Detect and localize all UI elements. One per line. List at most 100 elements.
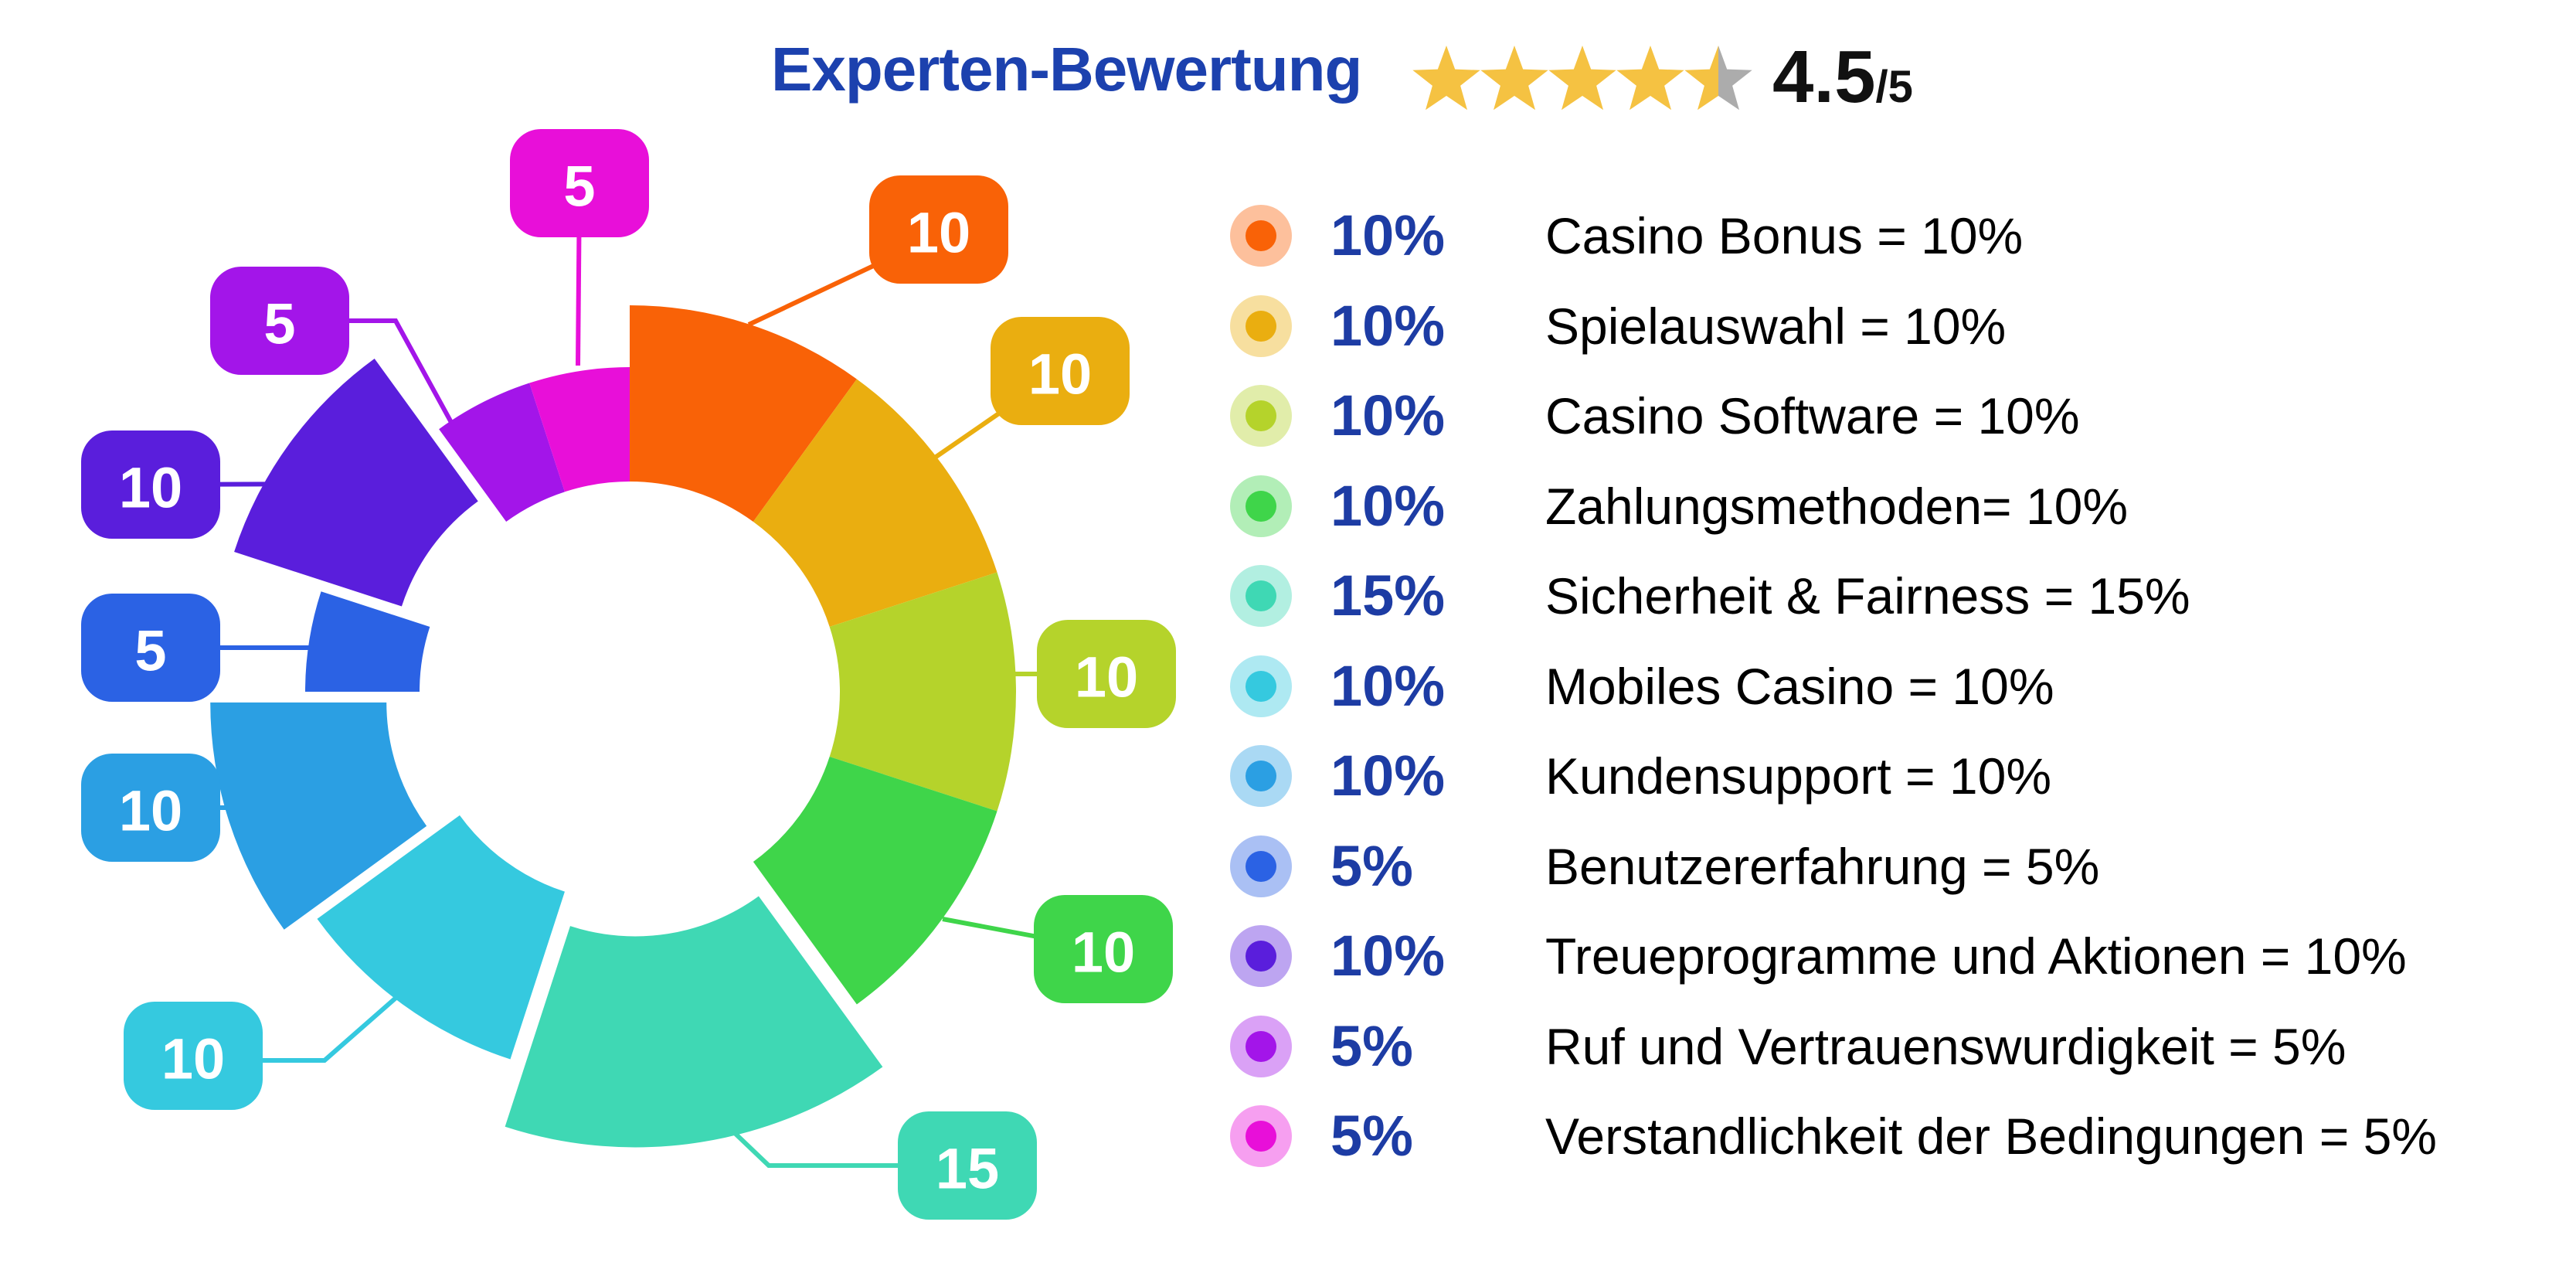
legend-bullet-dot-spielauswahl: [1246, 310, 1276, 342]
segment-treueprogramme-und-aktionen: [234, 359, 478, 607]
legend-bullet-dot-kundensupport: [1246, 761, 1276, 791]
segment-casino-bonus: [630, 305, 857, 522]
segment-casino-software: [829, 572, 1016, 812]
legend-item-spielauswahl: 10% Spielauswahl = 10%: [1230, 294, 2576, 358]
segment-benutzererfahrung: [305, 591, 430, 692]
star-icon-1: [1412, 46, 1480, 111]
rating-score: 4.5/5: [1772, 31, 1913, 124]
legend-bullet-icon-kundensupport: [1230, 745, 1292, 807]
legend-item-casino-software: 10% Casino Software = 10%: [1230, 384, 2576, 448]
callout-value-treueprogramme-und-aktionen: 10: [119, 456, 182, 520]
legend-item-sicherheit-fairness: 15% Sicherheit & Fairness = 15%: [1230, 564, 2576, 628]
legend-item-verstandlichkeit-der-bedingungen: 5% Verstandlichkeit der Bedingungen = 5%: [1230, 1104, 2576, 1168]
callout-mobiles-casino: [124, 1002, 263, 1110]
callout-value-casino-software: 10: [1075, 645, 1138, 710]
callout-value-ruf-und-vertrauenswurdigkeit: 5: [263, 292, 295, 356]
legend-label-mobiles-casino: Mobiles Casino = 10%: [1545, 657, 2054, 715]
callout-value-benutzererfahrung: 5: [134, 619, 166, 683]
legend-bullet-icon-casino-software: [1230, 385, 1292, 447]
callout-value-verstandlichkeit-der-bedingungen: 5: [563, 155, 595, 219]
callout-ruf-und-vertrauenswurdigkeit: [210, 267, 349, 375]
legend-percent-treueprogramme-und-aktionen: 10%: [1330, 924, 1446, 988]
legend-label-spielauswahl: Spielauswahl = 10%: [1545, 297, 2007, 355]
legend-percent-sicherheit-fairness: 15%: [1330, 563, 1446, 628]
rating-value: 4.5: [1772, 36, 1876, 118]
callout-kundensupport: [81, 754, 220, 862]
star-icon-3: [1548, 46, 1616, 111]
legend-percent-kundensupport: 10%: [1330, 744, 1446, 808]
legend-percent-spielauswahl: 10%: [1330, 293, 1446, 358]
leader-line-casino-bonus: [747, 253, 898, 327]
legend-label-treueprogramme-und-aktionen: Treueprogramme und Aktionen = 10%: [1545, 927, 2407, 985]
legend-item-zahlungsmethoden: 10% Zahlungsmethoden= 10%: [1230, 473, 2576, 538]
star-icons: [1412, 46, 1752, 111]
segment-verstandlichkeit-der-bedingungen: [529, 367, 630, 492]
callout-sicherheit-fairness: [898, 1111, 1037, 1220]
callout-casino-bonus: [869, 175, 1008, 284]
legend-percent-mobiles-casino: 10%: [1330, 653, 1446, 718]
callout-value-zahlungsmethoden: 10: [1072, 921, 1135, 985]
callouts: 10 10 10 10 15 10 10 5 10 5 5: [81, 129, 1176, 1220]
legend-percent-casino-software: 10%: [1330, 383, 1446, 448]
legend-bullet-icon-benutzererfahrung: [1230, 835, 1292, 897]
legend-label-ruf-und-vertrauenswurdigkeit: Ruf und Vertrauenswurdigkeit = 5%: [1545, 1017, 2347, 1075]
legend-bullet-icon-casino-bonus: [1230, 205, 1292, 267]
legend-item-treueprogramme-und-aktionen: 10% Treueprogramme und Aktionen = 10%: [1230, 924, 2576, 988]
rating-max: /5: [1875, 62, 1913, 112]
legend-label-benutzererfahrung: Benutzererfahrung = 5%: [1545, 837, 2100, 895]
legend-bullet-dot-sicherheit-fairness: [1246, 580, 1276, 611]
legend: 10% Casino Bonus = 10% 10% Spielauswahl = 1…: [1230, 0, 2576, 1266]
legend-percent-ruf-und-vertrauenswurdigkeit: 5%: [1330, 1013, 1413, 1078]
segment-mobiles-casino: [317, 815, 565, 1060]
callout-casino-software: [1037, 620, 1176, 728]
callout-value-kundensupport: 10: [119, 779, 182, 843]
legend-bullet-icon-verstandlichkeit-der-bedingungen: [1230, 1105, 1292, 1167]
callout-benutzererfahrung: [81, 594, 220, 702]
legend-percent-benutzererfahrung: 5%: [1330, 833, 1413, 898]
segments: [210, 305, 1016, 1148]
legend-label-casino-software: Casino Software = 10%: [1545, 387, 2080, 444]
legend-bullet-dot-mobiles-casino: [1246, 670, 1276, 702]
segment-ruf-und-vertrauenswurdigkeit: [439, 383, 565, 522]
legend-item-mobiles-casino: 10% Mobiles Casino = 10%: [1230, 653, 2576, 718]
segment-spielauswahl: [753, 379, 997, 627]
legend-bullet-icon-zahlungsmethoden: [1230, 475, 1292, 537]
star-icon-2: [1480, 46, 1548, 111]
legend-bullet-icon-spielauswahl: [1230, 294, 1292, 357]
legend-bullet-dot-ruf-und-vertrauenswurdigkeit: [1246, 1030, 1276, 1062]
callout-spielauswahl: [991, 317, 1130, 425]
legend-bullet-icon-ruf-und-vertrauenswurdigkeit: [1230, 1015, 1292, 1077]
segment-kundensupport: [210, 702, 427, 930]
legend-bullet-icon-mobiles-casino: [1230, 655, 1292, 717]
star-icon-4: [1616, 46, 1684, 111]
legend-item-kundensupport: 10% Kundensupport = 10%: [1230, 744, 2576, 808]
legend-item-benutzererfahrung: 5% Benutzererfahrung = 5%: [1230, 833, 2576, 898]
callout-value-spielauswahl: 10: [1028, 342, 1092, 407]
page-title: Experten-Bewertung: [771, 35, 1362, 104]
legend-item-casino-bonus: 10% Casino Bonus = 10%: [1230, 204, 2576, 267]
legend-label-casino-bonus: Casino Bonus = 10%: [1545, 207, 2024, 264]
legend-percent-zahlungsmethoden: 10%: [1330, 473, 1446, 538]
legend-item-ruf-und-vertrauenswurdigkeit: 5% Ruf und Vertrauenswurdigkeit = 5%: [1230, 1013, 2576, 1078]
star-rating: [1412, 43, 1760, 131]
legend-bullet-icon-sicherheit-fairness: [1230, 565, 1292, 627]
legend-percent-verstandlichkeit-der-bedingungen: 5%: [1330, 1104, 1413, 1168]
callout-value-mobiles-casino: 10: [161, 1027, 225, 1091]
legend-bullet-icon-treueprogramme-und-aktionen: [1230, 925, 1292, 987]
legend-label-zahlungsmethoden: Zahlungsmethoden= 10%: [1545, 477, 2129, 535]
legend-bullet-dot-casino-software: [1246, 400, 1276, 431]
legend-percent-casino-bonus: 10%: [1330, 203, 1446, 267]
legend-label-verstandlichkeit-der-bedingungen: Verstandlichkeit der Bedingungen = 5%: [1545, 1108, 2437, 1165]
star-icon-5: [1684, 46, 1752, 111]
legend-label-sicherheit-fairness: Sicherheit & Fairness = 15%: [1545, 567, 2190, 624]
callout-verstandlichkeit-der-bedingungen: [510, 129, 649, 237]
leader-line-spielauswahl: [923, 407, 1006, 467]
segment-sicherheit-fairness: [505, 896, 883, 1148]
segment-zahlungsmethoden: [753, 757, 997, 1005]
callout-treueprogramme-und-aktionen: [81, 431, 220, 539]
legend-label-kundensupport: Kundensupport = 10%: [1545, 747, 2052, 805]
callout-zahlungsmethoden: [1034, 895, 1173, 1003]
legend-bullet-dot-verstandlichkeit-der-bedingungen: [1246, 1121, 1276, 1152]
legend-bullet-dot-treueprogramme-und-aktionen: [1246, 941, 1276, 972]
